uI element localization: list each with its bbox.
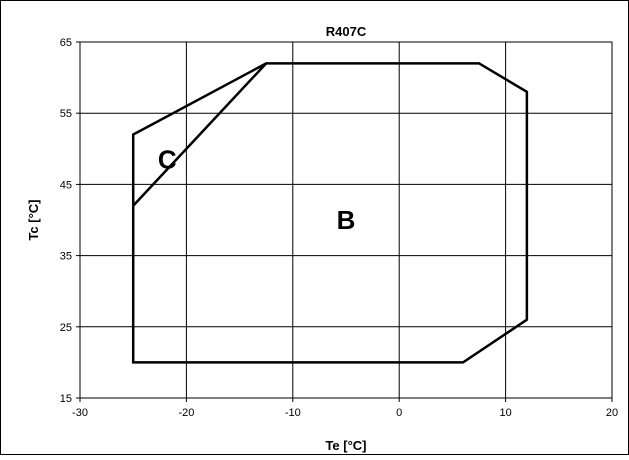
envelope-lines: [131, 62, 529, 364]
y-axis-label: Tc [°C]: [26, 199, 41, 240]
x-tick-label: -20: [178, 407, 194, 419]
x-tick-label: 20: [606, 407, 618, 419]
x-tick-label: 0: [396, 407, 402, 419]
region-labels: CB: [158, 144, 356, 235]
x-tick-labels: -30 -20 -10 0 10 20: [72, 407, 618, 419]
x-tick-label: -10: [285, 407, 301, 419]
y-tick-label: 35: [60, 251, 72, 263]
x-axis-label: Te [°C]: [325, 438, 366, 453]
plot-area: [79, 41, 613, 399]
envelope-b-line: [131, 62, 529, 364]
x-tick-label: 10: [499, 407, 511, 419]
y-tick-label: 45: [60, 179, 72, 191]
y-tick-label: 25: [60, 322, 72, 334]
y-tick-label: 65: [60, 37, 72, 49]
grid-lines: [76, 41, 613, 402]
region-label-c: C: [158, 144, 177, 174]
x-tick-label: -30: [72, 407, 88, 419]
y-tick-label: 55: [60, 108, 72, 120]
chart-title: R407C: [326, 24, 367, 39]
envelope-c-line: [131, 62, 267, 206]
y-tick-labels: 15 25 35 45 55 65: [60, 37, 72, 405]
y-tick-label: 15: [60, 393, 72, 405]
region-label-b: B: [337, 205, 356, 235]
